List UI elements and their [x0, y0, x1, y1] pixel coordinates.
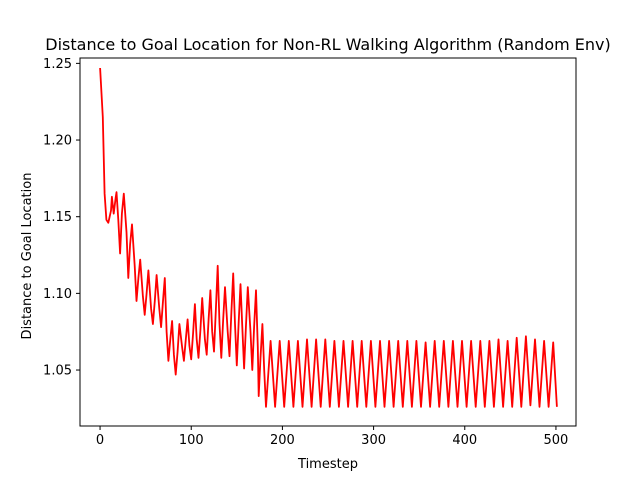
chart-title: Distance to Goal Location for Non-RL Wal…: [45, 35, 610, 54]
x-tick-label: 300: [361, 433, 386, 448]
x-tick-label: 0: [96, 433, 104, 448]
x-axis-label: Timestep: [297, 457, 358, 472]
y-tick-label: 1.25: [43, 57, 72, 72]
series-line-0: [99, 67, 558, 408]
x-tick-label: 100: [179, 433, 204, 448]
x-tick-label: 500: [544, 433, 569, 448]
plot-area: 0 100 200 300 400 500 1.05 1.10 1.15 1.20 1.25: [43, 57, 577, 448]
x-tick-label: 200: [270, 433, 295, 448]
y-tick-label: 1.20: [43, 134, 72, 149]
y-tick-label: 1.10: [43, 287, 72, 302]
axes-frame: [79, 57, 577, 427]
x-tick-label: 400: [452, 433, 477, 448]
y-tick-label: 1.15: [43, 210, 72, 225]
y-axis-label: Distance to Goal Location: [20, 173, 35, 340]
y-tick-label: 1.05: [43, 364, 72, 379]
